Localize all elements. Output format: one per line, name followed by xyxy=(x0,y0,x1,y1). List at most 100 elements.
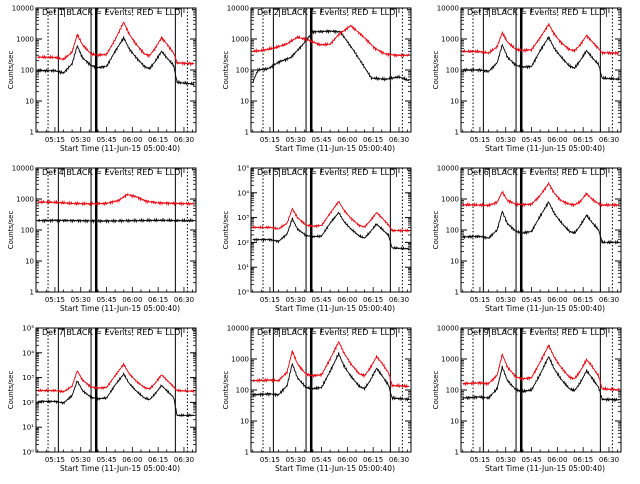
x-tick-label: 06:15 xyxy=(363,456,383,464)
y-tick-label: 10⁵ xyxy=(237,165,249,173)
y-tick-label: 1 xyxy=(455,289,459,297)
y-tick-label: 10 xyxy=(25,98,34,106)
x-tick-label: 05:15 xyxy=(260,296,280,304)
x-axis-label: Start Time (11-Jun-15 05:00:40) xyxy=(60,304,180,313)
lld-series-line xyxy=(462,23,620,56)
x-axis-label: Start Time (11-Jun-15 05:00:40) xyxy=(60,144,180,153)
x-tick-label: 05:15 xyxy=(470,296,490,304)
y-tick-label: 100 xyxy=(21,227,34,235)
x-tick-label: 05:15 xyxy=(260,456,280,464)
detector-panel-6: 1 10 100 1000 10000 05:15 05:30 05:45 06:00 06:15… xyxy=(432,165,622,313)
panel-title: Det 7 BLACK = Events, RED = LLD xyxy=(42,328,180,337)
x-tick-label: 06:30 xyxy=(389,456,409,464)
lld-series-line xyxy=(37,21,195,67)
lld-series-line xyxy=(462,181,620,208)
y-tick-label: 1000 xyxy=(231,36,249,44)
y-tick-label: 10000 xyxy=(12,5,34,13)
detector-panel-4: 1 10 100 1000 10000 05:15 05:30 05:45 06:00 06:15… xyxy=(7,165,197,313)
y-tick-label: 10³ xyxy=(237,214,249,222)
x-tick-label: 05:15 xyxy=(45,456,65,464)
x-tick-label: 06:00 xyxy=(547,136,567,144)
y-tick-label: 10000 xyxy=(437,325,459,333)
marker-flag xyxy=(273,8,280,17)
x-tick-label: 06:30 xyxy=(174,456,194,464)
y-axis-label: Counts/sec xyxy=(432,211,440,250)
y-tick-label: 100 xyxy=(446,67,459,75)
x-tick-label: 06:15 xyxy=(573,456,593,464)
marker-flag xyxy=(600,328,607,337)
detector-panel-1: 1 10 100 1000 10000 05:15 05:30 05:45 06:00 06:15… xyxy=(7,5,197,153)
y-tick-label: 10⁰ xyxy=(237,289,249,297)
plot-frame xyxy=(460,327,622,453)
detector-panel-3: 1 10 100 1000 10000 05:15 05:30 05:45 06:00 06:15… xyxy=(432,5,622,153)
x-tick-label: 06:00 xyxy=(337,136,357,144)
x-tick-label: 06:00 xyxy=(547,456,567,464)
marker-flag xyxy=(390,8,397,17)
x-tick-label: 05:30 xyxy=(496,296,516,304)
plot-frame xyxy=(35,327,197,453)
plot-frame xyxy=(35,7,197,133)
x-tick-label: 05:30 xyxy=(286,456,306,464)
x-tick-label: 06:00 xyxy=(337,456,357,464)
y-axis-label: Counts/sec xyxy=(222,371,230,410)
x-tick-label: 05:45 xyxy=(311,136,331,144)
marker-flag xyxy=(483,328,490,337)
y-tick-label: 10 xyxy=(240,98,249,106)
y-tick-label: 1000 xyxy=(16,196,34,204)
x-tick-label: 06:00 xyxy=(547,296,567,304)
events-series-line xyxy=(252,211,410,251)
y-tick-label: 10⁵ xyxy=(22,325,34,333)
x-tick-label: 06:15 xyxy=(148,136,168,144)
panel-title: Det 6 BLACK = Events, RED = LLD xyxy=(467,168,605,177)
marker-flag xyxy=(390,168,397,177)
y-tick-label: 100 xyxy=(236,67,249,75)
x-axis-label: Start Time (11-Jun-15 05:00:40) xyxy=(485,464,605,473)
y-tick-label: 1000 xyxy=(16,36,34,44)
x-tick-label: 05:30 xyxy=(496,456,516,464)
events-series-line xyxy=(462,200,620,245)
y-axis-label: Counts/sec xyxy=(7,371,15,410)
y-tick-label: 10² xyxy=(237,239,249,247)
y-tick-label: 10⁰ xyxy=(22,449,34,457)
y-tick-label: 10 xyxy=(450,258,459,266)
y-tick-label: 10³ xyxy=(22,374,34,382)
x-tick-label: 05:30 xyxy=(496,136,516,144)
x-tick-label: 06:30 xyxy=(174,136,194,144)
events-series-line xyxy=(462,356,620,403)
y-tick-label: 10000 xyxy=(12,165,34,173)
x-axis-label: Start Time (11-Jun-15 05:00:40) xyxy=(275,144,395,153)
x-tick-label: 05:15 xyxy=(470,456,490,464)
x-tick-label: 06:15 xyxy=(573,296,593,304)
x-tick-label: 06:15 xyxy=(573,136,593,144)
events-series-line xyxy=(252,352,410,402)
y-axis-label: Counts/sec xyxy=(432,371,440,410)
events-series-line xyxy=(37,35,195,87)
y-axis-label: Counts/sec xyxy=(7,211,15,250)
marker-flag xyxy=(175,168,182,177)
x-tick-label: 05:45 xyxy=(311,296,331,304)
lld-series-line xyxy=(37,192,195,207)
y-tick-label: 10⁴ xyxy=(22,349,34,357)
lld-series-line xyxy=(252,200,410,233)
y-tick-label: 10 xyxy=(25,258,34,266)
marker-flag xyxy=(58,168,65,177)
y-tick-label: 10 xyxy=(240,418,249,426)
marker-flag xyxy=(58,328,65,337)
panel-title: Det 8 BLACK = Events, RED = LLD xyxy=(257,328,395,337)
marker-flag xyxy=(390,328,397,337)
marker-flag xyxy=(600,168,607,177)
plot-frame xyxy=(35,167,197,293)
y-tick-label: 1000 xyxy=(441,196,459,204)
y-tick-label: 100 xyxy=(446,227,459,235)
x-tick-label: 05:30 xyxy=(286,296,306,304)
y-tick-label: 1 xyxy=(30,289,34,297)
y-axis-label: Counts/sec xyxy=(432,51,440,90)
y-tick-label: 10000 xyxy=(437,165,459,173)
x-axis-label: Start Time (11-Jun-15 05:00:40) xyxy=(275,304,395,313)
detector-panel-2: 1 10 100 1000 10000 05:15 05:30 05:45 06:00 06:15… xyxy=(222,5,412,153)
plot-frame xyxy=(250,167,412,293)
x-axis-label: Start Time (11-Jun-15 05:00:40) xyxy=(485,304,605,313)
y-tick-label: 10¹ xyxy=(22,424,34,432)
x-axis-label: Start Time (11-Jun-15 05:00:40) xyxy=(275,464,395,473)
